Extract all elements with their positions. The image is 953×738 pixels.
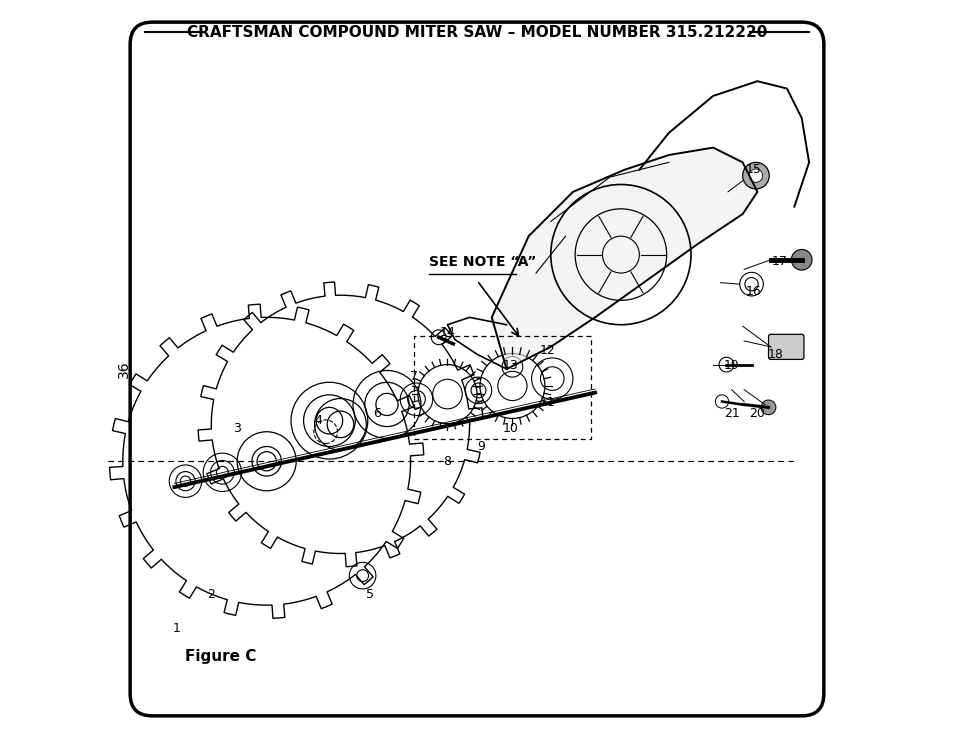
Text: 18: 18: [767, 348, 783, 361]
Text: 14: 14: [439, 325, 455, 339]
Circle shape: [741, 162, 768, 189]
Text: 6: 6: [373, 407, 381, 420]
Text: 1: 1: [172, 622, 180, 635]
Text: SEE NOTE “A”: SEE NOTE “A”: [429, 255, 536, 269]
Circle shape: [760, 400, 775, 415]
Polygon shape: [491, 148, 757, 369]
Text: 12: 12: [538, 344, 555, 357]
Text: 21: 21: [723, 407, 739, 420]
FancyBboxPatch shape: [768, 334, 803, 359]
Text: 17: 17: [771, 255, 786, 269]
Circle shape: [256, 452, 276, 471]
Text: 36: 36: [117, 360, 132, 378]
Text: 10: 10: [501, 421, 517, 435]
Text: 4: 4: [314, 414, 322, 427]
Text: 8: 8: [443, 455, 451, 468]
Text: 9: 9: [476, 440, 484, 453]
Text: Figure C: Figure C: [185, 649, 256, 664]
Text: 13: 13: [502, 359, 517, 372]
Text: 7: 7: [410, 370, 417, 383]
Text: 20: 20: [749, 407, 764, 420]
Text: 16: 16: [745, 285, 760, 298]
Text: 15: 15: [745, 163, 760, 176]
Text: 3: 3: [233, 421, 241, 435]
Circle shape: [791, 249, 811, 270]
Circle shape: [748, 169, 761, 182]
Text: CRAFTSMAN COMPOUND MITER SAW – MODEL NUMBER 315.212220: CRAFTSMAN COMPOUND MITER SAW – MODEL NUM…: [187, 25, 766, 40]
Text: 19: 19: [723, 359, 739, 372]
Text: 5: 5: [366, 587, 374, 601]
Text: 11: 11: [538, 396, 555, 409]
Text: 2: 2: [207, 587, 215, 601]
